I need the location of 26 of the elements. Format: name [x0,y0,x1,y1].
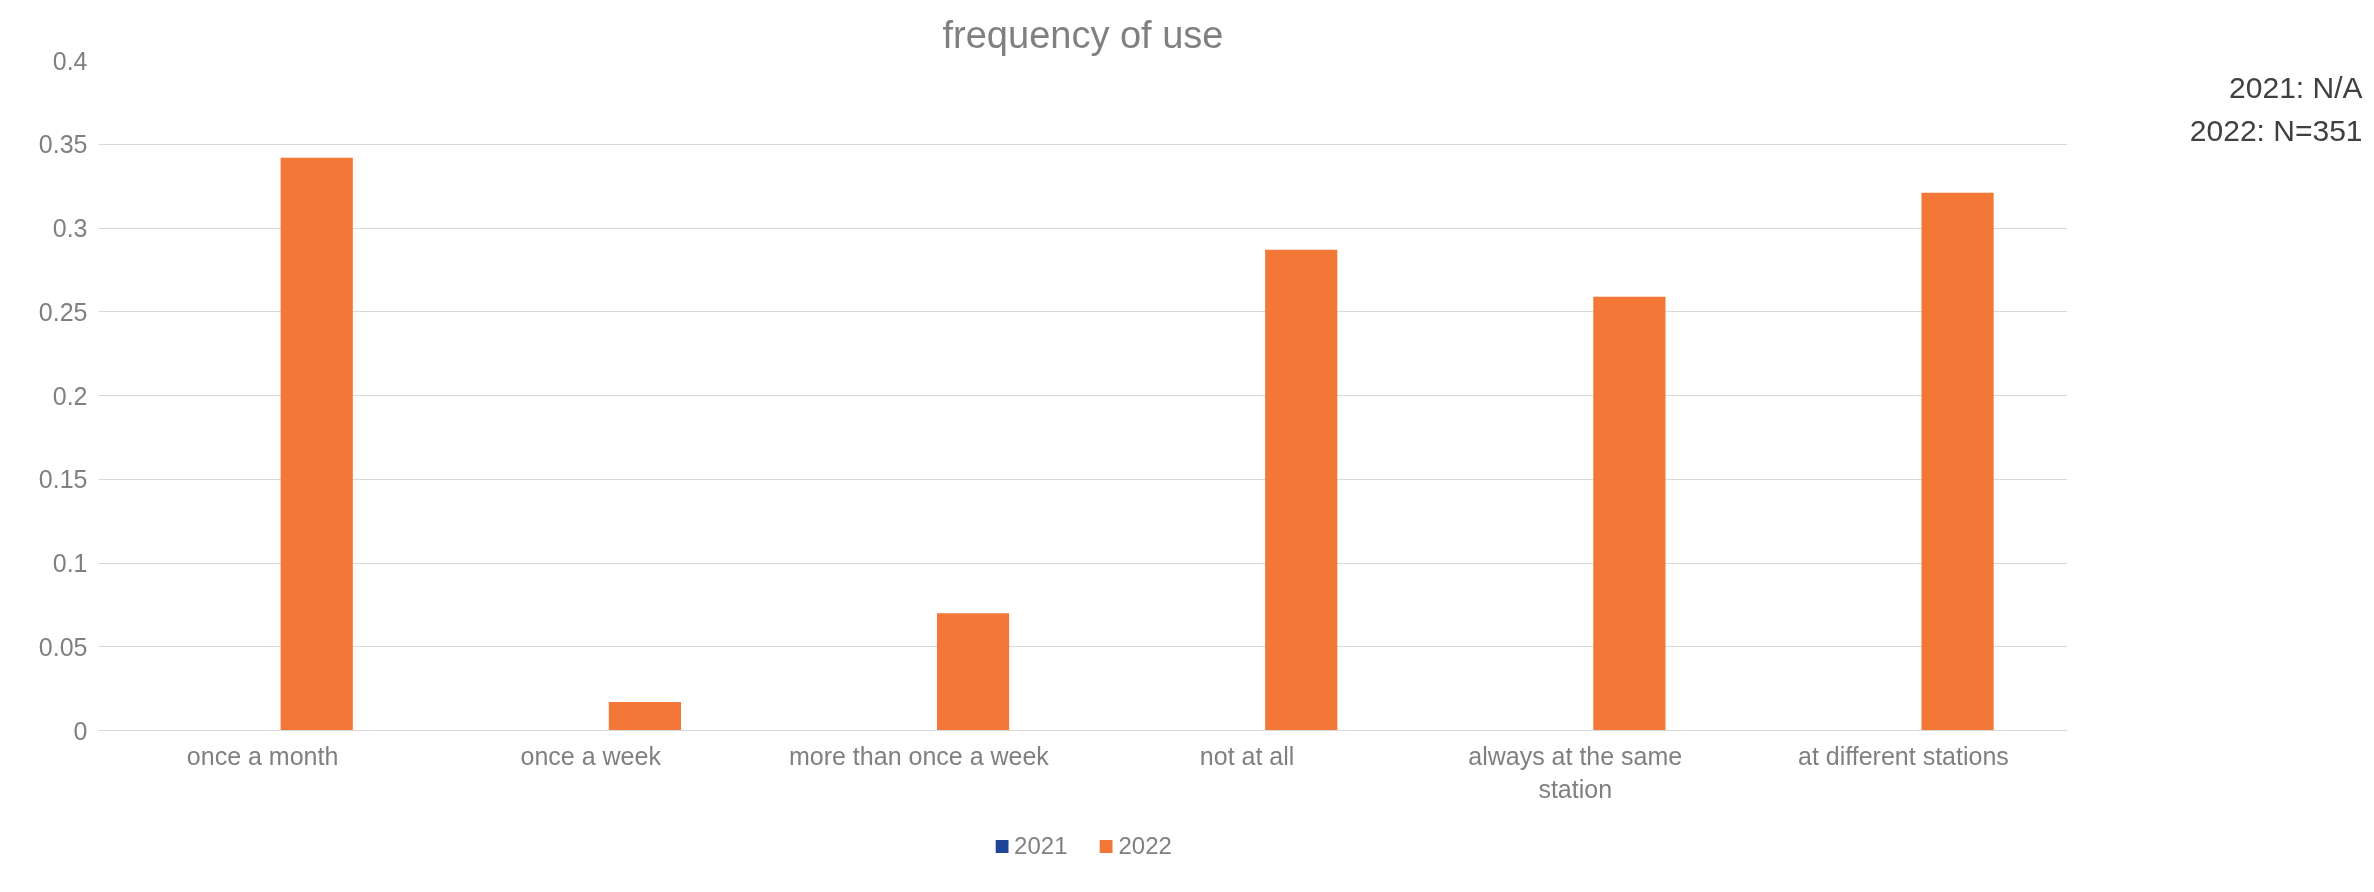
bar [1921,192,1994,731]
y-tick-label: 0.3 [52,214,88,242]
chart-title: frequency of use [942,13,1224,56]
x-tick-label: once a week [520,741,662,770]
y-tick-label: 0.2 [52,381,88,410]
y-tick-label: 0.25 [38,297,88,326]
text: 2021: N/A [2229,70,2363,104]
y-tick-label: 0.4 [52,46,88,75]
y-tick-label: 0 [73,716,88,745]
legend-label: 2022 [1118,832,1172,860]
x-tick-label: always at the same station [1468,741,1683,804]
y-tick-label: 0.05 [38,632,88,661]
bar [1593,296,1666,731]
x-tick-label: not at all [1199,741,1295,770]
x-tick-label: more than once a week [788,741,1050,770]
y-tick-label: 0.1 [52,549,88,577]
bar [280,157,353,731]
y-tick-label: 0.15 [38,465,88,494]
legend-label: 2021 [1014,832,1068,860]
text: 2022: N=351 [2189,113,2363,147]
x-tick-label: at different stations [1798,741,2009,770]
bar [936,613,1010,731]
bar [1265,249,1338,731]
x-tick-label: once a month [186,741,339,770]
y-tick-label: 0.35 [38,130,88,159]
bar [608,702,681,731]
